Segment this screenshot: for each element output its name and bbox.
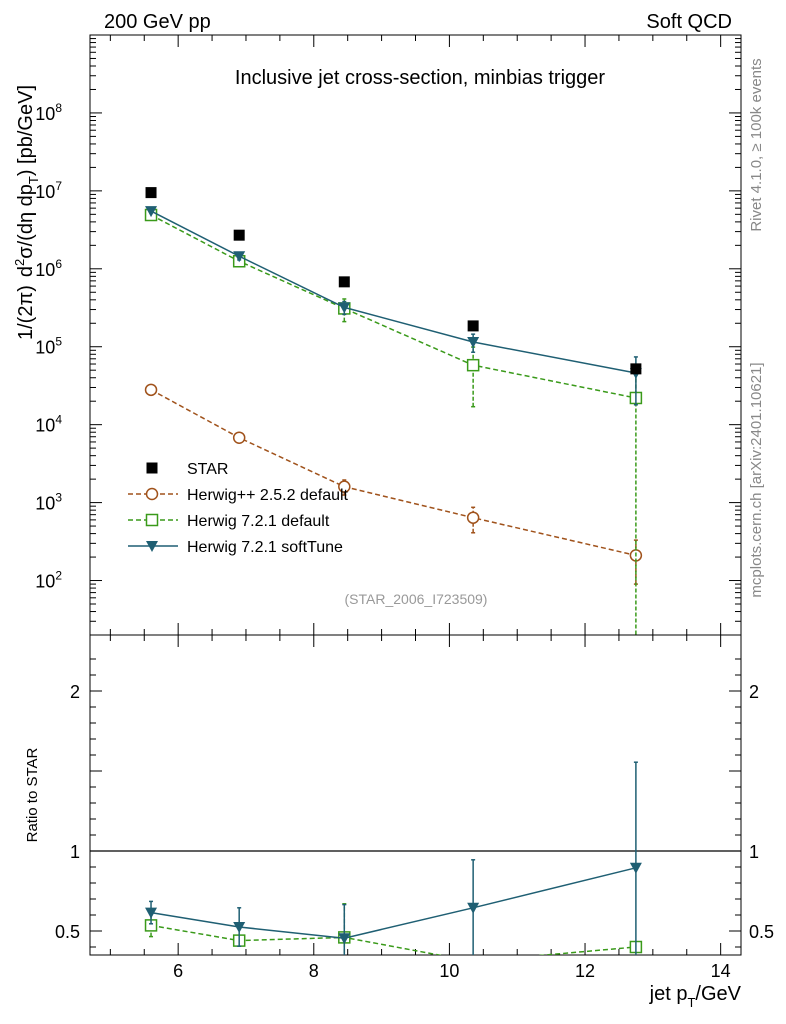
ratio-point-herwig-2-5-2-default	[468, 1005, 479, 1016]
ratio-y-tick-label-right: 2	[749, 682, 759, 702]
main-point-star	[145, 187, 157, 199]
rivet-version-label: Rivet 4.1.0, ≥ 100k events	[748, 58, 765, 231]
legend-marker-herwig-2-5-2-default	[145, 487, 159, 501]
main-point-herwig-7-2-1-softtune	[145, 206, 158, 218]
main-series-group	[144, 187, 643, 635]
ratio-point-herwig-7-2-1-softtune	[233, 922, 246, 933]
legend: STAR Herwig++ 2.5.2 default Herwig 7.2.1 d…	[128, 461, 349, 556]
x-tick-label: 12	[575, 961, 595, 981]
main-point-star	[338, 276, 350, 288]
y-tick-label: 108	[35, 101, 62, 124]
main-point-herwig-7-2-1-default	[466, 358, 480, 372]
y-tick-label: 106	[35, 257, 62, 280]
y-tick-label: 103	[35, 491, 62, 514]
mcplots-label: mcplots.cern.ch [arXiv:2401.10621]	[748, 362, 765, 597]
x-tick-label: 10	[439, 961, 459, 981]
legend-marker-herwig-7-2-1-softtune	[146, 541, 158, 552]
legend-label-herwig-2-5-2-default: Herwig++ 2.5.2 default	[187, 487, 349, 504]
ratio-line-herwig-7-2-1-softtune	[150, 867, 637, 939]
ratio-line-herwig-7-2-1-default	[150, 924, 636, 955]
header-right: Soft QCD	[646, 11, 732, 33]
main-point-herwig-2-5-2-default	[338, 480, 351, 493]
main-point-herwig-7-2-1-softtune	[467, 336, 480, 348]
x-tick-label: 8	[309, 961, 319, 981]
x-tick-label: 6	[173, 961, 183, 981]
ratio-axis-ticks: 0.5 0.51 12 26 8 10 12 14	[55, 635, 774, 981]
legend-marker-star	[146, 462, 158, 474]
main-point-star	[233, 229, 245, 241]
ratio-y-tick-label: 2	[70, 682, 80, 702]
main-point-herwig-2-5-2-default	[466, 511, 480, 524]
ratio-point-herwig-7-2-1-softtune	[629, 862, 642, 874]
main-point-herwig-2-5-2-default	[144, 383, 158, 397]
legend-label-herwig-7-2-1-default: Herwig 7.2.1 default	[187, 513, 330, 530]
ratio-point-herwig-2-5-2-default	[339, 1005, 350, 1016]
ratio-plot-frame	[89, 634, 742, 956]
ratio-point-herwig-7-2-1-softtune	[145, 907, 158, 919]
main-point-star	[467, 320, 479, 332]
y-tick-label: 104	[35, 413, 62, 436]
y-tick-label: 102	[35, 569, 62, 592]
ratio-point-herwig-2-5-2-default	[234, 1005, 245, 1016]
legend-label-star: STAR	[187, 461, 228, 478]
main-y-axis-label: 1/(2π)d2σ/(dη dpT) [pb/GeV]	[12, 85, 41, 340]
y-tick-label: 107	[35, 179, 62, 202]
main-point-herwig-7-2-1-softtune	[338, 302, 351, 314]
main-point-herwig-2-5-2-default	[232, 431, 246, 444]
ratio-point-herwig-7-2-1-default	[468, 956, 479, 967]
header-left: 200 GeV pp	[104, 11, 211, 33]
ratio-point-herwig-7-2-1-softtune	[338, 933, 351, 945]
y-tick-label: 105	[35, 335, 62, 358]
ratio-point-herwig-2-5-2-default	[630, 1005, 641, 1016]
main-axis-ticks: 102 103 104 105 106 107 108	[35, 34, 741, 636]
main-point-star	[630, 363, 642, 375]
ratio-y-tick-label-right: 1	[749, 842, 759, 862]
ratio-y-tick-label: 0.5	[55, 922, 80, 942]
ratio-y-tick-label: 1	[70, 842, 80, 862]
main-line-herwig-7-2-1-softtune	[150, 210, 637, 374]
ratio-y-axis-label: Ratio to STAR	[24, 747, 41, 842]
main-plot-title: Inclusive jet cross-section, minbias tri…	[235, 67, 605, 89]
main-point-herwig-7-2-1-softtune	[233, 251, 246, 263]
legend-marker-herwig-7-2-1-default	[145, 513, 159, 527]
main-line-herwig-7-2-1-default	[150, 214, 637, 399]
legend-label-herwig-7-2-1-softtune: Herwig 7.2.1 softTune	[187, 539, 343, 556]
ratio-point-herwig-7-2-1-softtune	[467, 902, 480, 914]
ratio-point-herwig-2-5-2-default	[146, 1005, 157, 1016]
analysis-tag: (STAR_2006_I723509)	[345, 591, 488, 607]
x-axis-label: jet pT/GeV	[649, 983, 742, 1010]
x-tick-label: 14	[711, 961, 731, 981]
ratio-y-tick-label-right: 0.5	[749, 922, 774, 942]
ratio-series-group	[144, 761, 643, 1016]
